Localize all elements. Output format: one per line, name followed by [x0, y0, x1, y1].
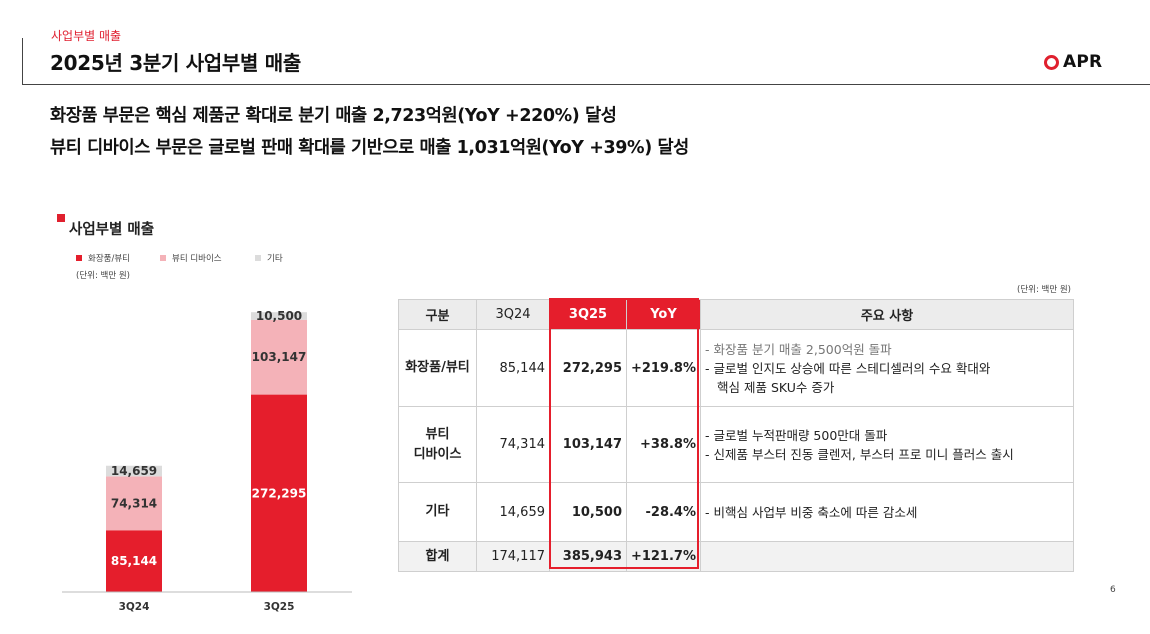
table-row-other: 기타 14,659 10,500 -28.4% - 비핵심 사업부 비중 축소에… — [398, 482, 1074, 542]
chart-title-marker — [57, 214, 65, 222]
cell-yoy: +121.7% — [626, 541, 701, 572]
note-line: - 글로벌 누적판매량 500만대 돌파 — [705, 427, 888, 443]
cell-3q25: 385,943 — [549, 541, 627, 572]
legend-swatch-other — [255, 255, 261, 261]
header-segment: 구분 — [398, 299, 477, 330]
legend-swatch-cosmetics — [76, 255, 82, 261]
bar-value-label: 74,314 — [111, 496, 157, 510]
bar-segment-cosmetics-3q25 — [251, 394, 307, 592]
note-line: - 신제품 부스터 진동 클렌저, 부스터 프로 미니 플러스 출시 — [705, 446, 1014, 462]
table-row-cosmetics: 화장품/뷰티 85,144 272,295 +219.8% - 화장품 분기 매… — [398, 329, 1074, 407]
table-header-row: 구분 3Q24 3Q25 YoY 주요 사항 — [398, 299, 1074, 330]
section-tag: 사업부별 매출 — [51, 29, 122, 43]
bar-segment-device-3q25 — [251, 319, 307, 395]
cell-yoy: +38.8% — [626, 406, 701, 483]
segment-line: 화장품/뷰티 — [405, 360, 470, 375]
cell-notes: - 글로벌 누적판매량 500만대 돌파 - 신제품 부스터 진동 클렌저, 부… — [700, 406, 1074, 483]
chart-unit-label: (단위: 백만 원) — [76, 271, 131, 281]
legend-item-device: 뷰티 디바이스 — [160, 252, 222, 264]
segment-line: 기타 — [425, 504, 450, 519]
cell-3q25: 10,500 — [549, 482, 627, 542]
note-line: - 글로벌 인지도 상승에 따른 스테디셀러의 수요 확대와 — [705, 360, 991, 376]
cell-notes: - 화장품 분기 매출 2,500억원 돌파 - 글로벌 인지도 상승에 따른 … — [700, 329, 1074, 407]
legend-item-other: 기타 — [255, 252, 283, 264]
chart-title: 사업부별 매출 — [69, 222, 155, 238]
bar-segment-other-3q25 — [251, 312, 307, 320]
legend-label-device: 뷰티 디바이스 — [172, 254, 222, 264]
row-segment-device: 뷰티 디바이스 — [398, 406, 477, 483]
legend-swatch-device — [160, 255, 166, 261]
company-logo: APR — [1044, 51, 1102, 73]
cell-3q24: 14,659 — [476, 482, 550, 542]
cell-notes: - 비핵심 사업부 비중 축소에 따른 감소세 — [700, 482, 1074, 542]
bar-value-label: 10,500 — [256, 309, 302, 323]
page-title: 2025년 3분기 사업부별 매출 — [50, 51, 301, 75]
note-line: - 비핵심 사업부 비중 축소에 따른 감소세 — [705, 504, 918, 520]
legend-label-cosmetics: 화장품/뷰티 — [88, 254, 130, 264]
cell-yoy: +219.8% — [626, 329, 701, 407]
bar-segment-cosmetics-3q24 — [106, 530, 162, 592]
logo-ring-icon — [1044, 54, 1059, 70]
row-segment-cosmetics: 화장품/뷰티 — [398, 329, 477, 407]
header-bracket — [22, 38, 1150, 85]
cell-3q24: 174,117 — [476, 541, 550, 572]
table-row-device: 뷰티 디바이스 74,314 103,147 +38.8% - 글로벌 누적판매… — [398, 406, 1074, 483]
headline-cosmetics: 화장품 부문은 핵심 제품군 확대로 분기 매출 2,723억원(YoY +22… — [50, 106, 617, 126]
bar-value-label: 103,147 — [252, 350, 307, 364]
bar-segment-other-3q24 — [106, 465, 162, 477]
note-line: 핵심 제품 SKU수 증가 — [717, 379, 835, 395]
page-number: 6 — [1110, 585, 1116, 595]
table-unit-label: (단위: 백만 원) — [1017, 285, 1072, 295]
cell-3q24: 74,314 — [476, 406, 550, 483]
header-yoy: YoY — [626, 299, 701, 330]
bar-value-label: 272,295 — [252, 486, 307, 500]
bar-value-label: 14,659 — [111, 464, 157, 478]
cell-notes-empty — [700, 541, 1074, 572]
stacked-bar-chart: 85,144 74,314 14,659 3Q24 272,295 103,147 10,5… — [62, 309, 352, 613]
row-segment-total: 합계 — [398, 541, 477, 572]
x-axis-category-label: 3Q25 — [264, 601, 295, 613]
logo-text: APR — [1063, 52, 1103, 72]
cell-yoy: -28.4% — [626, 482, 701, 542]
cell-3q25: 103,147 — [549, 406, 627, 483]
cell-3q25: 272,295 — [549, 329, 627, 407]
cell-3q24: 85,144 — [476, 329, 550, 407]
bar-value-label: 85,144 — [111, 554, 157, 568]
bar-segment-device-3q24 — [106, 476, 162, 531]
header-notes: 주요 사항 — [700, 299, 1074, 330]
segment-line: 디바이스 — [413, 446, 462, 462]
headline-device: 뷰티 디바이스 부문은 글로벌 판매 확대를 기반으로 매출 1,031억원(Y… — [50, 138, 689, 158]
sales-table: 구분 3Q24 3Q25 YoY 주요 사항 화장품/뷰티 85,144 272… — [398, 299, 1074, 572]
x-axis-category-label: 3Q24 — [119, 601, 150, 613]
note-line: - 화장품 분기 매출 2,500억원 돌파 — [705, 341, 892, 357]
legend-item-cosmetics: 화장품/뷰티 — [76, 252, 130, 264]
header-3q25: 3Q25 — [549, 299, 627, 330]
header-3q24: 3Q24 — [476, 299, 550, 330]
segment-line: 뷰티 — [425, 426, 450, 442]
legend-label-other: 기타 — [267, 254, 283, 264]
row-segment-other: 기타 — [398, 482, 477, 542]
table-row-total: 합계 174,117 385,943 +121.7% — [398, 541, 1074, 572]
